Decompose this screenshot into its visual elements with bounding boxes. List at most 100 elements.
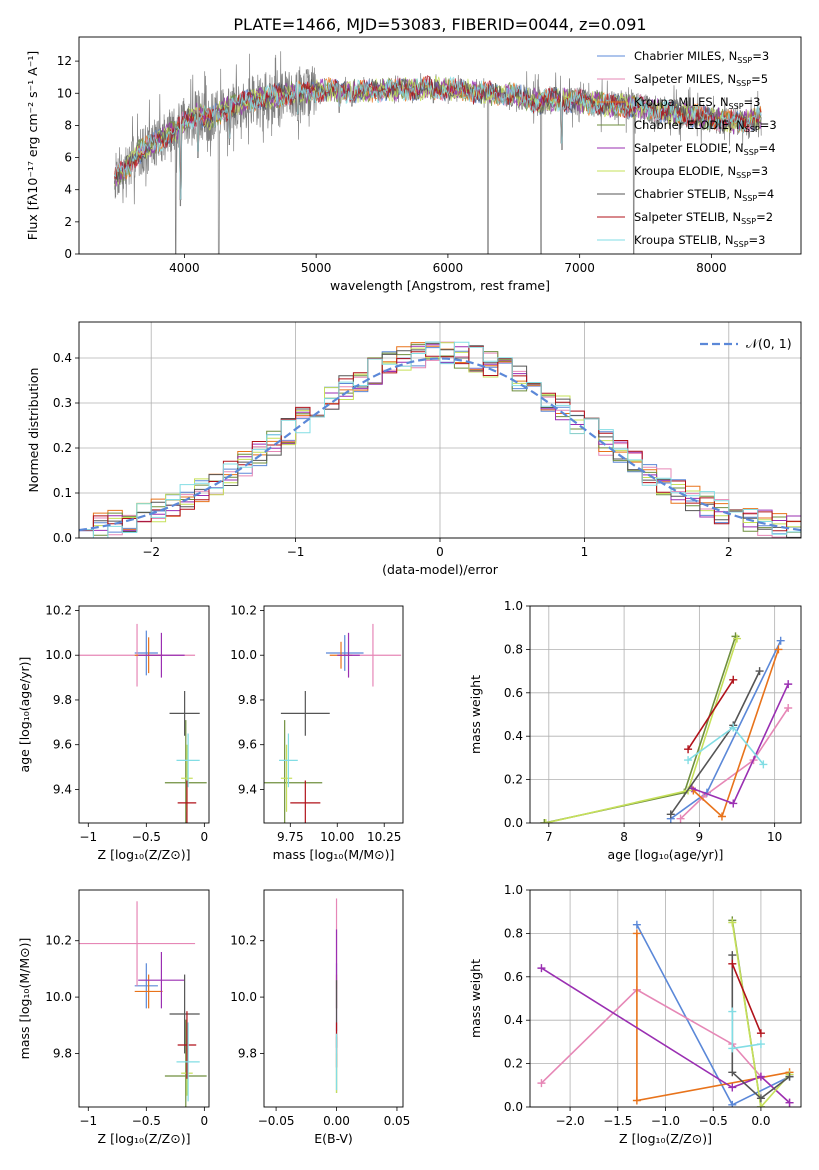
x-axis-label: age [log₁₀(age/yr)] [608,847,724,862]
axes-frame [263,605,404,824]
x-tick-label: 0 [436,545,444,559]
data-point [784,703,793,712]
series-line-5 [731,922,791,1107]
y-tick-label: 10 [57,86,72,100]
series-line-4 [691,683,789,805]
data-point [729,675,738,684]
x-tick-label: −1 [79,830,97,844]
panel-mass_vs_EBV: −0.05 0.00 0.05 9.8 10.0 10.2 E(B-V) [230,889,410,1146]
panel-mass_vs_Z: −1 −0.5 0 9.8 10.0 10.2 Z [log₁₀(Z/Z⊙)] mass [l… [17,889,210,1146]
legend-entry: Salpeter ELODIE, NSSP=4 [634,141,776,157]
data-point [728,918,737,927]
x-tick-label: 10.00 [320,830,354,844]
y-tick-label: 9.8 [53,693,72,707]
x-tick-label: 10.25 [367,830,401,844]
y-tick-label: 0 [64,247,72,261]
y-tick-label: 0.1 [53,486,72,500]
series-line-5 [545,638,738,823]
data-point [717,812,726,821]
x-tick-label: −0.5 [132,830,161,844]
x-tick-label: 10 [767,830,782,844]
data-point [756,1072,765,1081]
data-point [729,799,738,808]
y-tick-label: 10.0 [45,648,72,662]
x-tick-label: 9 [696,830,704,844]
axes-frame [529,605,802,824]
y-tick-label: 1.0 [504,883,523,897]
y-tick-label: 12 [57,54,72,68]
data-point [540,819,549,823]
data-point [632,1096,641,1105]
series-line-1 [680,707,789,820]
legend-entry: Chabrier MILES, NSSP=3 [634,49,769,65]
data-point [537,964,546,973]
data-point [728,1007,737,1016]
data-point [537,1079,546,1088]
x-tick-label: 1 [581,545,589,559]
data-point [785,1072,794,1081]
x-tick-label: 5000 [301,261,332,275]
plot-area-weight_vs_Z [537,916,794,1107]
legend-entry: Chabrier STELIB, NSSP=4 [634,187,774,203]
legend-entry: Salpeter MILES, NSSP=5 [634,72,768,88]
legend-entry: Chabrier ELODIE, NSSP=3 [634,118,777,134]
x-tick-label: 0.0 [751,1114,770,1128]
x-axis-label: Z [log₁₀(Z/Z⊙)] [619,1131,712,1146]
x-tick-label: 8000 [696,261,727,275]
data-point [756,1103,765,1107]
plot-area-weight_vs_age [540,632,793,823]
y-tick-label: 8 [64,118,72,132]
y-tick-label: 10.0 [230,990,257,1004]
x-tick-label: 9.75 [277,830,304,844]
y-tick-label: 10.2 [45,603,72,617]
y-tick-label: 0.0 [53,531,72,545]
y-tick-label: 1.0 [504,599,523,613]
data-point [729,723,738,732]
residual-hist-8 [79,341,801,538]
x-tick-label: 0 [201,1114,209,1128]
data-point [728,1083,737,1092]
y-axis-label: age [log₁₀(age/yr)] [17,657,32,773]
y-axis-label: mass weight [468,675,483,754]
x-axis-label: Z [log₁₀(Z/Z⊙)] [98,1131,191,1146]
y-tick-label: 10.0 [230,648,257,662]
data-point [632,929,641,938]
x-tick-label: −1 [79,1114,97,1128]
data-point [684,745,693,754]
data-point [756,1040,765,1049]
x-tick-label: 4000 [169,261,200,275]
data-point [759,760,768,769]
data-point [728,1068,737,1077]
y-tick-label: 9.4 [53,782,72,796]
x-tick-label: 0.00 [323,1114,350,1128]
y-tick-label: 0.3 [53,396,72,410]
x-tick-label: −2 [142,545,160,559]
gaussian-curve [79,357,801,532]
y-tick-label: 0.6 [504,970,523,984]
y-tick-label: 2 [64,215,72,229]
data-point [728,1100,737,1107]
x-tick-label: −0.05 [258,1114,295,1128]
data-point [776,636,785,645]
y-tick-label: 6 [64,151,72,165]
y-tick-label: 0.0 [504,1100,523,1114]
data-point [728,951,737,960]
panel-spectrum: 4000 5000 6000 7000 8000 0 2 4 6 8 10 12 wavelength … [25,36,802,293]
x-tick-label: 7 [545,830,553,844]
x-tick-label: −2.0 [556,1114,585,1128]
plot-area-age_vs_Z [79,623,207,823]
x-tick-label: −1 [287,545,305,559]
panel-residuals: −2 −1 0 1 2 0.0 0.1 0.2 0.3 0.4 (data-model)/error… [26,321,802,577]
spectrum-legend: Chabrier MILES, NSSP=3 Salpeter MILES, NS… [597,49,777,249]
panel-age_vs_mass: 9.75 10.00 10.25 9.4 9.6 9.8 10.0 10.2 mass [log… [230,603,404,862]
x-tick-label: 7000 [564,261,595,275]
data-point [541,819,550,823]
legend-entry: Kroupa MILES, NSSP=3 [634,95,760,111]
x-tick-label: 2 [725,545,733,559]
axes-frame [263,889,404,1108]
x-axis-label: (data-model)/error [382,562,499,577]
axes-frame [529,889,802,1108]
data-point [733,634,742,643]
panel-age_vs_Z: −1 −0.5 0 9.4 9.6 9.8 10.0 10.2 Z [log₁₀(Z/Z⊙)] a… [17,603,210,862]
